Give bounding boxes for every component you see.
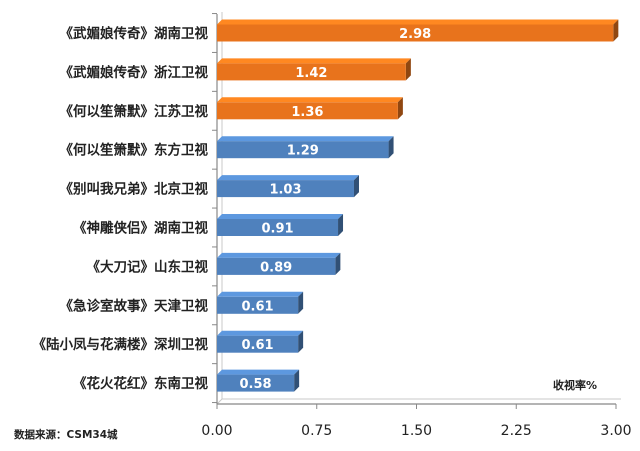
bar-top-face — [217, 97, 403, 103]
bar-top-face — [217, 58, 411, 64]
bar-side-face — [335, 252, 341, 275]
bar-front-face — [217, 296, 299, 314]
bar-value-label: 1.29 — [287, 144, 319, 159]
category-label: 《何以笙箫默》江苏卫视 — [60, 103, 209, 120]
category-label: 《大刀记》山东卫视 — [87, 258, 209, 275]
bar — [217, 175, 359, 198]
bar-value-label: 0.89 — [260, 260, 292, 275]
bar-top-face — [217, 252, 341, 258]
category-label: 《神雕侠侣》湖南卫视 — [73, 220, 208, 237]
bar — [217, 58, 411, 81]
bars-layer — [217, 19, 619, 392]
bar-side-face — [613, 19, 619, 42]
x-tick-label: 0.00 — [201, 423, 232, 439]
bar-top-face — [217, 136, 394, 142]
bar-side-face — [397, 97, 403, 120]
bar-top-face — [217, 369, 300, 375]
bar — [217, 330, 304, 353]
category-label: 《花火花红》东南卫视 — [73, 375, 208, 392]
bar-side-face — [298, 330, 304, 353]
bar-side-face — [405, 58, 411, 81]
bar-side-face — [294, 369, 300, 392]
bar-top-face — [217, 19, 619, 25]
category-label: 《陆小凤与花满楼》深圳卫视 — [33, 336, 209, 353]
bar-value-label: 1.42 — [295, 66, 327, 81]
bar-top-face — [217, 175, 359, 181]
bar — [217, 19, 619, 42]
category-label: 《何以笙箫默》东方卫视 — [60, 142, 209, 159]
bar-value-label: 1.03 — [269, 183, 301, 198]
category-label: 《急诊室故事》天津卫视 — [60, 297, 209, 314]
category-label: 《别叫我兄弟》北京卫视 — [60, 181, 209, 198]
bar-front-face — [217, 141, 389, 159]
bar-front-face — [217, 63, 406, 81]
x-tick-label: 0.75 — [301, 423, 332, 439]
bar-value-label: 2.98 — [399, 27, 431, 42]
bar-top-face — [217, 214, 344, 219]
bar-front-face — [217, 180, 354, 198]
bar-front-face — [217, 335, 299, 353]
bar-side-face — [388, 136, 394, 159]
category-label: 《武媚娘传奇》湖南卫视 — [60, 25, 209, 42]
bar-side-face — [353, 175, 359, 198]
bar-front-face — [217, 257, 336, 275]
bar-value-label: 0.58 — [240, 377, 272, 392]
bar-front-face — [217, 102, 398, 120]
bar-side-face — [298, 291, 304, 314]
bar — [217, 214, 344, 236]
bar — [217, 291, 304, 314]
source-note: 数据来源：CSM34城 — [13, 428, 118, 441]
bar-top-face — [217, 330, 304, 336]
category-label: 《武媚娘传奇》浙江卫视 — [60, 64, 209, 81]
bar-value-label: 1.36 — [291, 105, 323, 120]
bar — [217, 252, 341, 275]
x-tick-label: 2.25 — [501, 423, 532, 439]
bar-side-face — [338, 214, 344, 236]
floor-left-edge — [216, 398, 223, 405]
bar-value-label: 0.91 — [261, 222, 293, 237]
labels-layer: 0.00 0.75 1.50 2.25 3.00 2.98 《武媚娘传奇》湖南卫视 1.42 《… — [33, 25, 632, 439]
bar-front-face — [217, 24, 614, 42]
bar-value-label: 0.61 — [242, 299, 274, 314]
bar — [217, 369, 300, 392]
bar-front-face — [217, 374, 295, 392]
bar-value-label: 0.61 — [242, 338, 274, 353]
unit-label: 收视率% — [553, 378, 597, 392]
bar — [217, 136, 394, 159]
x-tick-label: 3.00 — [600, 423, 631, 439]
bar-front-face — [217, 219, 339, 236]
bar-top-face — [217, 291, 304, 297]
bar — [217, 97, 403, 120]
x-tick-label: 1.50 — [401, 423, 432, 439]
